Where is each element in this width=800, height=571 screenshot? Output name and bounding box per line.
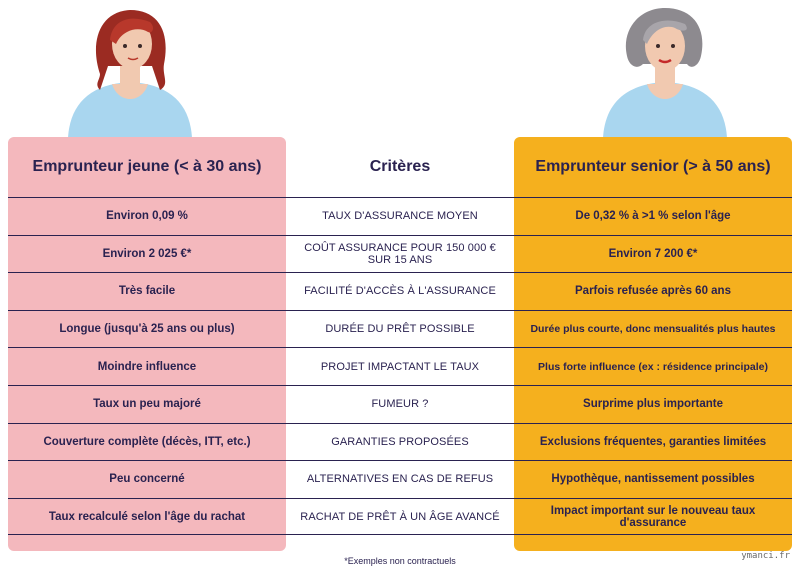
young-cell: Couverture complète (décès, ITT, etc.) — [8, 422, 286, 461]
young-cell: Peu concerné — [8, 460, 286, 498]
young-cell: Taux un peu majoré — [8, 384, 286, 423]
criteria-cell: FUMEUR ? — [286, 384, 514, 423]
criteria-cell: DURÉE DU PRÊT POSSIBLE — [286, 309, 514, 348]
criteria-header: Critères — [369, 158, 431, 175]
senior-borrower-column: Emprunteur senior (> à 50 ans) De 0,32 %… — [514, 137, 792, 551]
young-cell: Environ 2 025 €* — [8, 234, 286, 273]
young-borrower-header: Emprunteur jeune (< à 30 ans) — [32, 158, 262, 175]
criteria-cell: FACILITÉ D'ACCÈS À L'ASSURANCE — [286, 272, 514, 310]
senior-cell: Durée plus courte, donc mensualités plus… — [514, 309, 792, 348]
criteria-cell: RACHAT DE PRÊT À UN ÂGE AVANCÉ — [286, 497, 514, 536]
senior-borrower-header: Emprunteur senior (> à 50 ans) — [535, 158, 771, 175]
young-cell: Très facile — [8, 272, 286, 310]
young-cell: Taux recalculé selon l'âge du rachat — [8, 497, 286, 536]
young-cell: Environ 0,09 % — [8, 197, 286, 235]
senior-cell: Impact important sur le nouveau taux d'a… — [514, 497, 792, 536]
senior-woman-avatar-icon — [595, 4, 735, 138]
watermark: ymanci.fr — [741, 551, 790, 561]
young-cell: Moindre influence — [8, 347, 286, 385]
senior-cell: Exclusions fréquentes, garanties limitée… — [514, 422, 792, 461]
criteria-cell: TAUX D'ASSURANCE MOYEN — [286, 197, 514, 235]
criteria-cell: PROJET IMPACTANT LE TAUX — [286, 347, 514, 385]
young-woman-avatar-icon — [60, 4, 200, 138]
criteria-cell: ALTERNATIVES EN CAS DE REFUS — [286, 460, 514, 498]
criteria-column: Critères TAUX D'ASSURANCE MOYEN COÛT ASS… — [286, 137, 514, 551]
young-cell: Longue (jusqu'à 25 ans ou plus) — [8, 309, 286, 348]
young-borrower-column: Emprunteur jeune (< à 30 ans) Environ 0,… — [8, 137, 286, 551]
criteria-cell: COÛT ASSURANCE POUR 150 000 € SUR 15 ANS — [286, 234, 514, 273]
criteria-cell: GARANTIES PROPOSÉES — [286, 422, 514, 461]
senior-cell: Surprime plus importante — [514, 384, 792, 423]
senior-cell: Plus forte influence (ex : résidence pri… — [514, 347, 792, 385]
senior-cell: Hypothèque, nantissement possibles — [514, 460, 792, 498]
senior-cell: Environ 7 200 €* — [514, 234, 792, 273]
senior-cell: De 0,32 % à >1 % selon l'âge — [514, 197, 792, 235]
footnote: *Exemples non contractuels — [344, 556, 456, 566]
senior-cell: Parfois refusée après 60 ans — [514, 272, 792, 310]
